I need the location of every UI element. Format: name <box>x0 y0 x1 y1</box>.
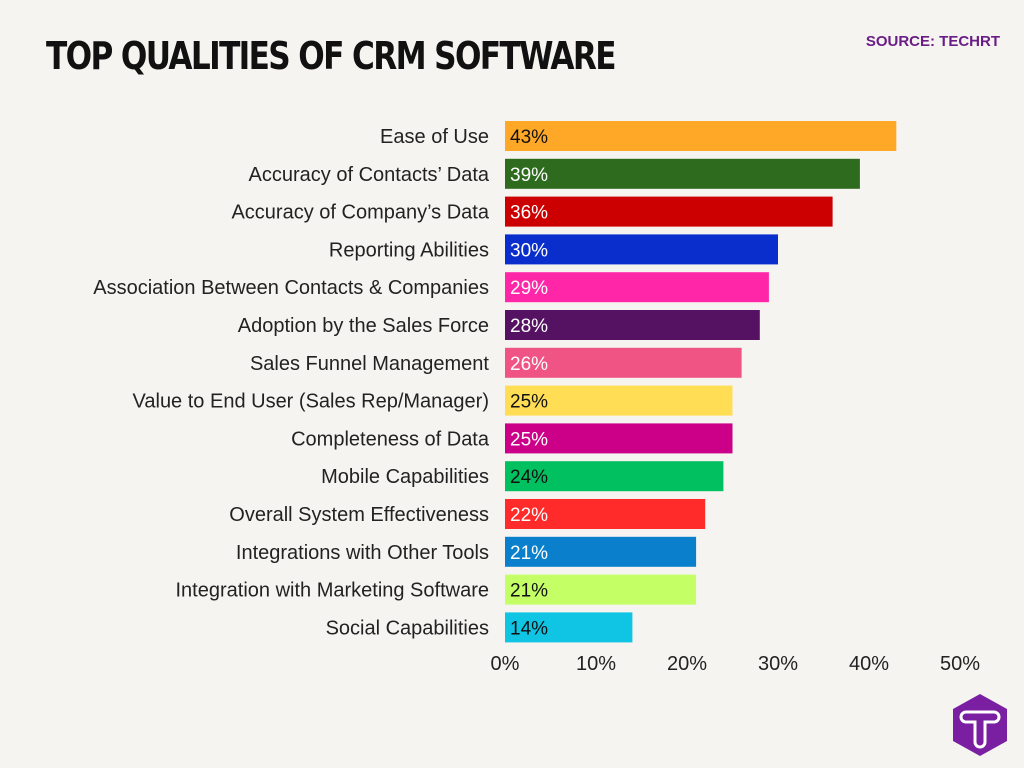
source-label: SOURCE: TECHRT <box>865 33 1000 50</box>
data-label: 26% <box>510 354 548 375</box>
bar <box>505 461 724 492</box>
bar <box>505 574 697 605</box>
bar <box>505 347 742 378</box>
bar <box>505 423 733 454</box>
chart-title: TOP QUALITIES OF CRM SOFTWARE <box>46 34 617 78</box>
bar <box>505 272 769 303</box>
category-label: Value to End User (Sales Rep/Manager) <box>133 391 489 413</box>
category-label: Overall System Effectiveness <box>229 504 489 526</box>
category-label: Sales Funnel Management <box>250 353 489 375</box>
x-tick-label: 30% <box>758 653 798 675</box>
category-label: Ease of Use <box>380 126 489 148</box>
x-tick-label: 10% <box>576 653 616 675</box>
x-tick-label: 50% <box>940 653 980 675</box>
category-label: Accuracy of Company’s Data <box>231 202 489 224</box>
x-tick-label: 20% <box>667 653 707 675</box>
category-label: Mobile Capabilities <box>321 466 489 488</box>
bar <box>505 536 697 567</box>
category-label: Completeness of Data <box>291 428 490 450</box>
data-label: 21% <box>510 543 548 564</box>
data-label: 25% <box>510 429 548 450</box>
bar <box>505 385 733 416</box>
bar <box>505 612 633 643</box>
category-label: Association Between Contacts & Companies <box>93 277 489 299</box>
bar <box>505 121 897 151</box>
category-label: Adoption by the Sales Force <box>238 315 489 337</box>
data-label: 21% <box>510 581 548 602</box>
bar <box>505 158 860 189</box>
data-label: 43% <box>510 127 548 148</box>
category-label: Integrations with Other Tools <box>236 542 489 564</box>
category-label: Reporting Abilities <box>329 239 489 261</box>
data-label: 24% <box>510 467 548 488</box>
category-label: Integration with Marketing Software <box>176 580 490 602</box>
bar <box>505 499 706 529</box>
bar <box>505 234 778 265</box>
category-label: Social Capabilities <box>326 617 489 639</box>
data-label: 39% <box>510 165 548 186</box>
data-label: 22% <box>510 505 548 526</box>
category-label: Accuracy of Contacts’ Data <box>249 164 490 186</box>
techrt-logo-icon <box>953 694 1007 756</box>
data-label: 36% <box>510 203 548 224</box>
x-tick-label: 40% <box>849 653 889 675</box>
bar <box>505 196 833 227</box>
data-label: 30% <box>510 240 548 261</box>
data-label: 29% <box>510 278 548 299</box>
data-label: 14% <box>510 618 548 639</box>
data-label: 25% <box>510 392 548 413</box>
x-tick-label: 0% <box>491 653 520 675</box>
data-label: 28% <box>510 316 548 337</box>
bar <box>505 310 760 340</box>
